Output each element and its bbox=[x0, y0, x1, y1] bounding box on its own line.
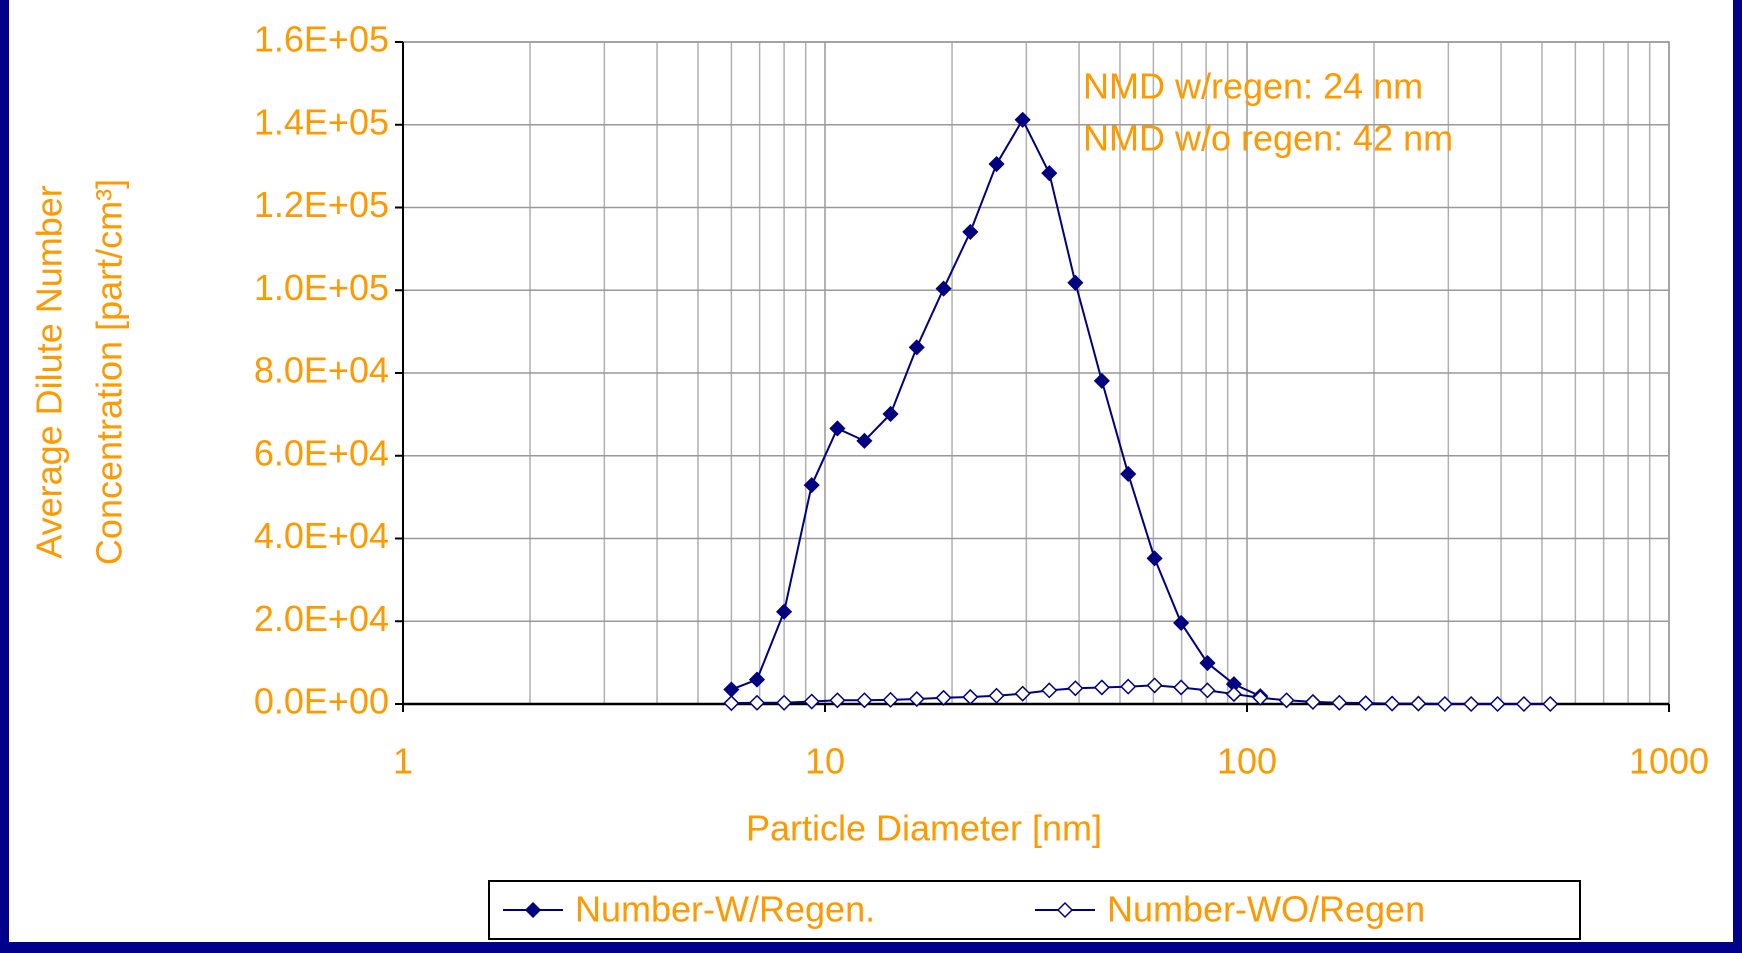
marker bbox=[1146, 550, 1163, 567]
marker bbox=[723, 695, 740, 712]
marker bbox=[1014, 111, 1031, 128]
marker bbox=[1041, 165, 1058, 182]
marker bbox=[1489, 695, 1506, 713]
x-tick-label: 1000 bbox=[1629, 741, 1709, 782]
marker bbox=[803, 477, 820, 494]
marker bbox=[908, 690, 925, 708]
y-axis-label: Concentration [part/cm³] bbox=[89, 179, 130, 565]
marker bbox=[776, 694, 793, 711]
marker bbox=[803, 693, 820, 710]
y-axis-label: Average Dilute Number bbox=[29, 185, 70, 559]
marker bbox=[908, 339, 925, 356]
x-tick-label: 10 bbox=[805, 741, 845, 782]
marker bbox=[935, 689, 952, 706]
grid bbox=[402, 41, 1670, 705]
marker bbox=[1463, 695, 1480, 713]
y-tick-label: 6.0E+04 bbox=[254, 432, 389, 473]
marker bbox=[1173, 679, 1190, 696]
marker bbox=[1120, 678, 1137, 695]
marker bbox=[935, 280, 952, 297]
marker bbox=[1146, 677, 1163, 694]
y-tick-label: 0.0E+00 bbox=[254, 681, 389, 722]
annotation: NMD w/regen: 24 nm bbox=[1083, 66, 1423, 107]
marker bbox=[1410, 695, 1427, 712]
y-tick-label: 1.2E+05 bbox=[254, 184, 389, 225]
marker bbox=[1542, 695, 1559, 713]
y-tick-label: 1.4E+05 bbox=[254, 101, 389, 142]
marker bbox=[1173, 614, 1190, 631]
marker bbox=[1199, 654, 1216, 672]
marker bbox=[962, 223, 979, 240]
x-tick-label: 1 bbox=[393, 741, 413, 782]
marker bbox=[1067, 680, 1084, 697]
y-tick-label: 1.6E+05 bbox=[254, 19, 389, 60]
annotation: NMD w/o regen: 42 nm bbox=[1083, 118, 1453, 159]
marker bbox=[1093, 372, 1110, 389]
marker bbox=[829, 692, 846, 709]
marker bbox=[829, 420, 846, 437]
marker bbox=[882, 405, 899, 423]
legend-marker bbox=[1056, 901, 1074, 919]
marker bbox=[748, 671, 766, 688]
marker bbox=[1199, 682, 1216, 699]
legend-label: Number-WO/Regen bbox=[1107, 889, 1425, 930]
y-tick-label: 1.0E+05 bbox=[254, 267, 389, 308]
y-tick-label: 8.0E+04 bbox=[254, 350, 389, 391]
marker bbox=[1304, 693, 1322, 710]
marker bbox=[1067, 274, 1084, 291]
marker bbox=[962, 688, 979, 706]
marker bbox=[1120, 465, 1137, 483]
legend bbox=[488, 880, 1581, 940]
marker bbox=[1278, 692, 1295, 709]
x-axis-label: Particle Diameter [nm] bbox=[746, 808, 1102, 849]
marker bbox=[1014, 685, 1031, 702]
marker bbox=[1225, 686, 1242, 703]
marker bbox=[1515, 695, 1532, 713]
marker bbox=[1093, 679, 1110, 696]
marker bbox=[1331, 694, 1348, 711]
marker bbox=[1252, 689, 1269, 706]
marker bbox=[856, 432, 873, 449]
marker bbox=[882, 691, 899, 708]
legend-marker bbox=[524, 901, 542, 919]
x-tick-label: 100 bbox=[1217, 741, 1277, 782]
marker bbox=[776, 603, 793, 620]
marker bbox=[856, 692, 873, 709]
marker bbox=[1041, 682, 1058, 699]
y-tick-label: 2.0E+04 bbox=[254, 598, 389, 639]
y-tick-label: 4.0E+04 bbox=[254, 515, 389, 556]
legend-label: Number-W/Regen. bbox=[575, 889, 875, 930]
marker bbox=[1384, 695, 1401, 712]
marker bbox=[988, 687, 1005, 704]
marker bbox=[1357, 695, 1374, 712]
marker bbox=[1436, 695, 1453, 713]
marker bbox=[988, 155, 1005, 173]
marker bbox=[748, 694, 766, 711]
